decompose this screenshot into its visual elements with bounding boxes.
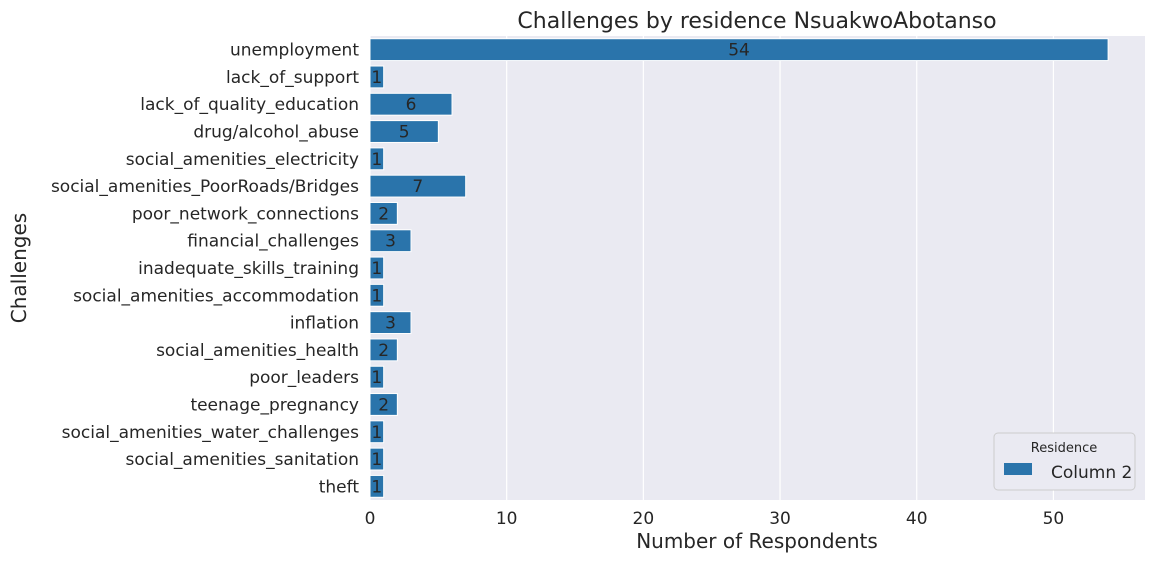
- category-label: financial_challenges: [187, 232, 359, 252]
- category-label: lack_of_quality_education: [140, 95, 359, 115]
- bar: [369, 201, 398, 225]
- bar-value-label: 2: [378, 395, 389, 415]
- x-tick-label: 30: [769, 509, 791, 529]
- category-label: poor_leaders: [249, 368, 359, 388]
- bar: [369, 92, 453, 116]
- category-label: social_amenities_electricity: [126, 150, 359, 170]
- bar-value-label: 2: [378, 204, 389, 224]
- legend-box: [993, 432, 1136, 491]
- category-label: poor_network_connections: [132, 204, 359, 224]
- bar: [369, 229, 412, 253]
- legend: Residence Column 2: [993, 432, 1136, 491]
- category-label: social_amenities_PoorRoads/Bridges: [51, 177, 359, 197]
- bar-value-label: 1: [371, 286, 382, 306]
- bar-value-label: 3: [385, 314, 396, 334]
- bar: [369, 311, 412, 335]
- bar-value-label: 5: [399, 123, 410, 143]
- category-label: inadequate_skills_training: [138, 259, 359, 279]
- bar-value-label: 1: [371, 259, 382, 279]
- bar-value-label: 54: [728, 41, 750, 61]
- x-tick-label: 50: [1043, 509, 1065, 529]
- bar: [369, 283, 385, 307]
- bar: [369, 365, 385, 389]
- bar: [369, 38, 1109, 62]
- category-label: lack_of_support: [226, 68, 359, 88]
- bar: [369, 393, 398, 416]
- bar-value-label: 3: [385, 232, 396, 252]
- bar-value-label: 1: [371, 423, 382, 443]
- bar-value-label: 7: [412, 177, 423, 197]
- category-label: unemployment: [230, 41, 359, 61]
- chart-title: Challenges by residence NsuakwoAbotanso: [517, 9, 996, 34]
- x-axis-label: Number of Respondents: [636, 529, 878, 553]
- category-label: social_amenities_sanitation: [125, 450, 359, 470]
- bar: [369, 420, 385, 444]
- bar-value-label: 1: [371, 68, 382, 88]
- x-tick-label: 40: [906, 509, 928, 529]
- x-tick-label: 10: [496, 509, 518, 529]
- bar: [369, 120, 439, 143]
- legend-title: Residence: [1031, 441, 1097, 456]
- bar: [369, 474, 385, 498]
- bar: [369, 65, 385, 89]
- bar: [369, 447, 385, 471]
- category-label: social_amenities_accommodation: [73, 286, 359, 306]
- legend-swatch: [1004, 463, 1032, 475]
- bar-value-label: 6: [406, 95, 417, 115]
- category-label: teenage_pregnancy: [190, 395, 359, 415]
- x-tick-label: 0: [365, 509, 376, 529]
- bar: [369, 338, 398, 362]
- bar-value-label: 1: [371, 368, 382, 388]
- bar-value-label: 1: [371, 477, 382, 497]
- bar-value-label: 1: [371, 150, 382, 170]
- category-label: theft: [319, 477, 360, 497]
- category-label: social_amenities_health: [156, 341, 359, 361]
- bar-value-label: 2: [378, 341, 389, 361]
- bar: [369, 256, 385, 280]
- bar-value-label: 1: [371, 450, 382, 470]
- x-tick-label: 20: [633, 509, 655, 529]
- category-label: drug/alcohol_abuse: [193, 123, 359, 143]
- category-label: inflation: [290, 314, 359, 334]
- legend-series-name: Column 2: [1051, 463, 1132, 483]
- bar: [369, 174, 467, 198]
- bar: [369, 147, 385, 171]
- y-axis-label: Challenges: [7, 213, 31, 323]
- plot-area: [370, 36, 1145, 500]
- category-label: social_amenities_water_challenges: [62, 423, 360, 443]
